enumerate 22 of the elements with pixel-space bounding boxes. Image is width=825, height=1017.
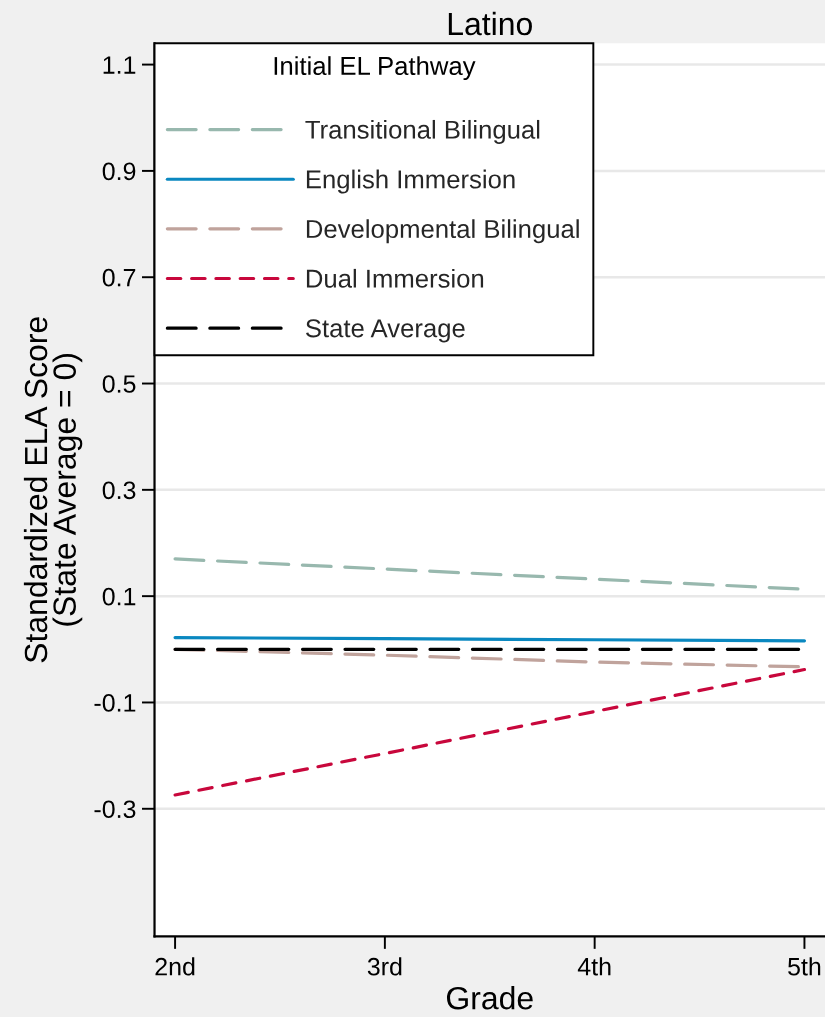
x-axis-title: Grade xyxy=(446,986,533,1010)
legend-label: State Average xyxy=(306,319,465,343)
legend-title: Initial EL Pathway xyxy=(274,56,476,81)
y-tick-label: 0.7 xyxy=(102,268,136,287)
legend-label: Transitional Bilingual xyxy=(305,119,540,144)
y-tick-label: 1.1 xyxy=(103,56,136,74)
chart-title: Latino xyxy=(448,11,532,36)
y-axis-title: Standardized ELA Score (State Average = 0) xyxy=(23,317,83,663)
x-tick-label: 5th xyxy=(788,957,821,976)
y-tick-label: 0.9 xyxy=(102,162,136,181)
y-tick-label: 0.3 xyxy=(102,481,136,500)
x-tick-label: 4th xyxy=(577,957,611,976)
y-tick-label: 0.1 xyxy=(102,587,136,606)
x-tick-label: 3rd xyxy=(367,957,402,976)
y-tick-label: -0.3 xyxy=(94,800,136,819)
legend-label: Dual Immersion xyxy=(306,268,484,288)
legend-label: Developmental Bilingual xyxy=(306,219,579,244)
y-tick-label: -0.1 xyxy=(94,694,136,712)
y-tick-label: 0.5 xyxy=(102,375,136,393)
legend-label: English Immersion xyxy=(306,169,515,194)
x-tick-label: 2nd xyxy=(155,957,195,976)
line-series xyxy=(173,667,807,797)
